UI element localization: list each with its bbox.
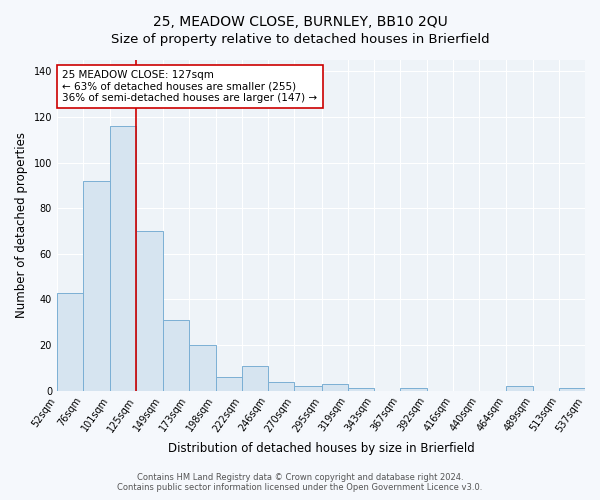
Bar — [559, 388, 585, 390]
Text: Contains HM Land Registry data © Crown copyright and database right 2024.
Contai: Contains HM Land Registry data © Crown c… — [118, 473, 482, 492]
Bar — [188, 345, 216, 391]
Bar — [110, 126, 136, 390]
X-axis label: Distribution of detached houses by size in Brierfield: Distribution of detached houses by size … — [167, 442, 475, 455]
Bar — [242, 366, 268, 390]
Bar — [83, 181, 110, 390]
Bar — [347, 388, 374, 390]
Text: Size of property relative to detached houses in Brierfield: Size of property relative to detached ho… — [110, 32, 490, 46]
Text: 25 MEADOW CLOSE: 127sqm
← 63% of detached houses are smaller (255)
36% of semi-d: 25 MEADOW CLOSE: 127sqm ← 63% of detache… — [62, 70, 317, 103]
Y-axis label: Number of detached properties: Number of detached properties — [15, 132, 28, 318]
Bar — [400, 388, 427, 390]
Bar — [57, 292, 83, 390]
Bar — [163, 320, 188, 390]
Bar — [294, 386, 322, 390]
Bar — [136, 231, 163, 390]
Text: 25, MEADOW CLOSE, BURNLEY, BB10 2QU: 25, MEADOW CLOSE, BURNLEY, BB10 2QU — [152, 15, 448, 29]
Bar — [322, 384, 347, 390]
Bar — [506, 386, 533, 390]
Bar — [268, 382, 294, 390]
Bar — [216, 377, 242, 390]
